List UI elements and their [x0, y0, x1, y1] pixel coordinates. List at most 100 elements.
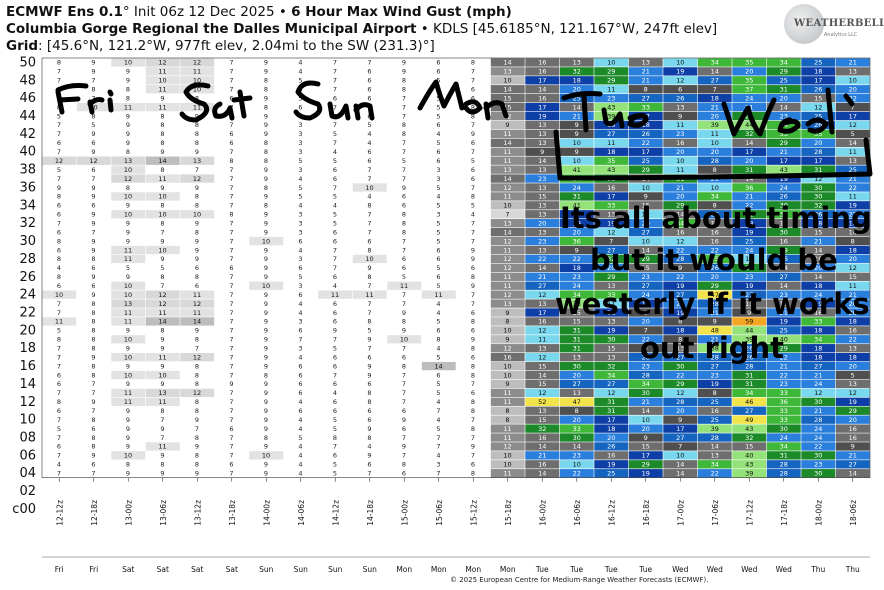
cell-value: 7: [471, 148, 475, 156]
x-tick-label: 17-18z: [780, 500, 789, 526]
heatmap-cell: [594, 201, 629, 210]
heatmap-cell: [732, 317, 767, 326]
heatmap-cell: [490, 183, 525, 192]
cell-value: 7: [229, 291, 233, 299]
cell-value: 7: [333, 68, 337, 76]
cell-value: 9: [160, 237, 164, 245]
cell-value: 31: [607, 407, 615, 415]
heatmap-cell: [628, 406, 663, 415]
cell-value: 28: [711, 353, 719, 361]
cell-value: 44: [745, 327, 753, 335]
cell-value: 7: [402, 148, 406, 156]
day-label: Thu: [845, 565, 860, 574]
heatmap-cell: [559, 406, 594, 415]
heatmap-cell: [559, 245, 594, 255]
cell-value: 33: [642, 103, 650, 111]
cell-value: 29: [745, 112, 753, 120]
cell-value: 39: [607, 112, 615, 120]
cell-value: 6: [678, 86, 682, 94]
heatmap-cell: [801, 308, 836, 317]
cell-value: 10: [55, 291, 63, 299]
heatmap-cell: [559, 451, 594, 460]
cell-value: 28: [642, 353, 650, 361]
heatmap-cell: [594, 442, 629, 451]
heatmap-cell: [697, 227, 732, 237]
cell-value: 3: [298, 121, 302, 129]
heatmap-cell: [525, 201, 560, 210]
cell-value: 8: [91, 443, 95, 451]
cell-value: 9: [264, 112, 268, 120]
cell-value: 6: [91, 166, 95, 174]
cell-value: 7: [333, 255, 337, 263]
cell-value: 29: [849, 407, 857, 415]
heatmap-cell: [111, 254, 146, 264]
cell-value: 8: [57, 237, 61, 245]
cell-value: 8: [195, 380, 199, 388]
cell-value: 34: [711, 193, 719, 201]
cell-value: 13: [607, 353, 615, 361]
heatmap-cell: [766, 67, 801, 76]
cell-value: 9: [264, 443, 268, 451]
cell-value: 9: [402, 443, 406, 451]
cell-value: 9: [195, 470, 199, 478]
heatmap-cell: [663, 335, 698, 344]
cell-value: 13: [607, 211, 615, 219]
heatmap-cell: [663, 94, 698, 103]
cell-value: 10: [607, 59, 615, 67]
cell-value: 8: [402, 228, 406, 236]
cell-value: 25: [642, 157, 650, 165]
cell-value: 6: [333, 228, 337, 236]
cell-value: 21: [849, 291, 857, 299]
cell-value: 29: [642, 461, 650, 469]
cell-value: 23: [573, 452, 581, 460]
day-label: Mon: [431, 565, 447, 574]
cell-value: 5: [57, 166, 61, 174]
cell-value: 9: [264, 175, 268, 183]
cell-value: 30: [814, 452, 822, 460]
cell-value: 8: [126, 148, 130, 156]
cell-value: 10: [573, 157, 581, 165]
cell-value: 6: [436, 86, 440, 94]
cell-value: 8: [160, 112, 164, 120]
cell-value: 7: [229, 416, 233, 424]
cell-value: 4: [333, 389, 337, 397]
cell-value: 5: [333, 461, 337, 469]
cell-value: 15: [642, 443, 650, 451]
heatmap-cell: [697, 326, 732, 335]
cell-value: 6: [333, 398, 337, 406]
heatmap-cell: [594, 227, 629, 237]
heatmap-cell: [663, 192, 698, 201]
cell-value: 7: [402, 112, 406, 120]
cell-value: 24: [814, 434, 822, 442]
cell-value: 6: [195, 264, 199, 272]
cell-value: 22: [745, 202, 753, 210]
heatmap-cell: [801, 379, 836, 389]
heatmap-cell: [525, 263, 560, 273]
cell-value: 8: [195, 130, 199, 138]
heatmap-cell: [801, 227, 836, 237]
cell-value: 7: [471, 219, 475, 227]
heatmap-cell: [663, 442, 698, 451]
x-tick-label: 13-06z: [159, 500, 168, 526]
cell-value: 26: [711, 211, 719, 219]
cell-value: 16: [538, 461, 546, 469]
cell-value: 9: [471, 246, 475, 254]
cell-value: 6: [57, 443, 61, 451]
cell-value: 6: [367, 103, 371, 111]
cell-value: 11: [124, 389, 132, 397]
cell-value: 10: [158, 77, 166, 85]
cell-value: 5: [333, 211, 337, 219]
row-label: 46: [19, 91, 36, 106]
cell-value: 11: [158, 103, 166, 111]
cell-value: 33: [607, 291, 615, 299]
cell-value: 4: [298, 470, 302, 478]
heatmap-cell: [145, 442, 180, 451]
cell-value: 14: [538, 470, 546, 478]
heatmap-cell: [697, 111, 732, 121]
cell-value: 10: [503, 461, 511, 469]
cell-value: 14: [814, 273, 822, 281]
cell-value: 13: [538, 202, 546, 210]
cell-value: 6: [91, 139, 95, 147]
cell-value: 9: [195, 148, 199, 156]
heatmap-cell: [628, 317, 663, 326]
